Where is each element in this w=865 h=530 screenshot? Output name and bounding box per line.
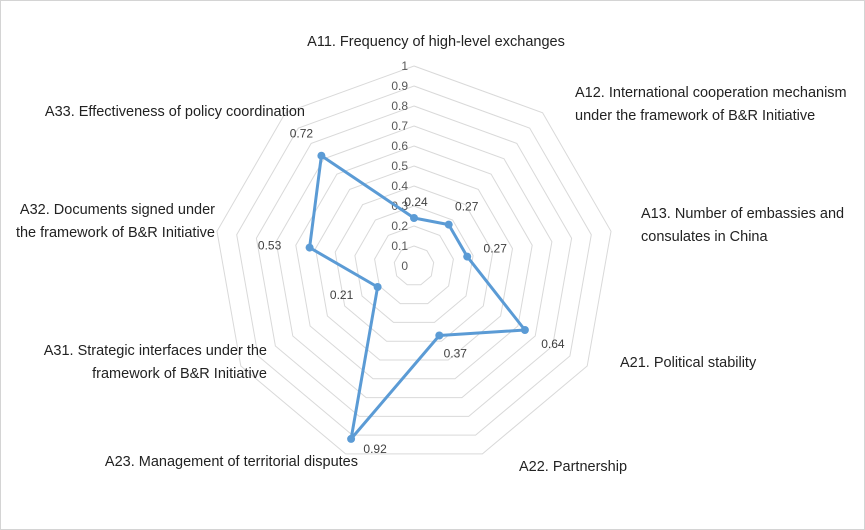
data-label: 0.53 — [258, 239, 282, 253]
tick-label: 0.6 — [391, 139, 408, 153]
data-label: 0.27 — [484, 242, 508, 256]
axis-label: A33. Effectiveness of policy coordinatio… — [45, 104, 305, 120]
data-point — [305, 243, 314, 252]
data-label: 0.72 — [290, 127, 314, 141]
tick-label: 0.3 — [391, 199, 408, 213]
tick-label: 0 — [401, 259, 408, 273]
data-label: 0.64 — [541, 337, 565, 351]
grid-ring — [314, 165, 514, 361]
tick-label: 0.9 — [391, 79, 408, 93]
grid-ring — [374, 225, 454, 305]
data-point — [347, 434, 356, 443]
data-point — [373, 283, 382, 291]
data-point — [520, 326, 529, 334]
axis-labels: A11. Frequency of high-level exchanges A1… — [16, 34, 847, 475]
data-label: 0.27 — [455, 200, 479, 214]
grid-ring — [275, 125, 553, 399]
axis-label: A31. Strategic interfaces under the frame… — [44, 343, 267, 382]
tick-labels: 0 0.1 0.2 0.3 0.4 0.5 0.6 0.7 0.8 0.9 1 — [391, 59, 408, 273]
axis-label: A11. Frequency of high-level exchanges — [307, 34, 565, 50]
data-point — [435, 331, 444, 340]
data-label: 0.37 — [444, 347, 468, 361]
grid-ring — [236, 85, 592, 436]
grid-layer — [216, 65, 612, 455]
tick-label: 0.7 — [391, 119, 408, 133]
series-layer: 0.24 0.27 0.27 0.64 0.37 0.92 0.21 0.53 0.72 — [258, 127, 565, 456]
axis-label: A23. Management of territorial disputes — [105, 454, 358, 470]
tick-label: 0.8 — [391, 99, 408, 113]
tick-label: 0.5 — [391, 159, 408, 173]
data-point — [410, 214, 418, 222]
grid-ring — [393, 245, 435, 286]
axis-label: A22. Partnership — [519, 459, 627, 475]
data-label: 0.92 — [363, 442, 387, 456]
tick-label: 0.2 — [391, 219, 408, 233]
tick-label: 0.4 — [391, 179, 408, 193]
axis-label: A13. Number of embassies and consulates i… — [641, 206, 844, 245]
grid-ring — [216, 65, 612, 455]
tick-label: 0.1 — [391, 239, 408, 253]
grid-ring — [334, 185, 494, 342]
tick-label: 1 — [401, 59, 408, 73]
grid-ring — [295, 145, 533, 380]
series-line — [308, 154, 527, 441]
axis-label: A32. Documents signed under the framework… — [16, 202, 215, 241]
data-point — [444, 220, 453, 229]
data-label: 0.24 — [404, 195, 428, 209]
data-point — [463, 252, 472, 261]
grid-ring — [255, 105, 573, 417]
axis-label: A21. Political stability — [620, 355, 757, 371]
data-point — [317, 151, 326, 160]
axis-label: A12. International cooperation mechanism… — [575, 85, 847, 124]
grid-ring — [354, 205, 474, 323]
data-label: 0.21 — [330, 288, 354, 302]
